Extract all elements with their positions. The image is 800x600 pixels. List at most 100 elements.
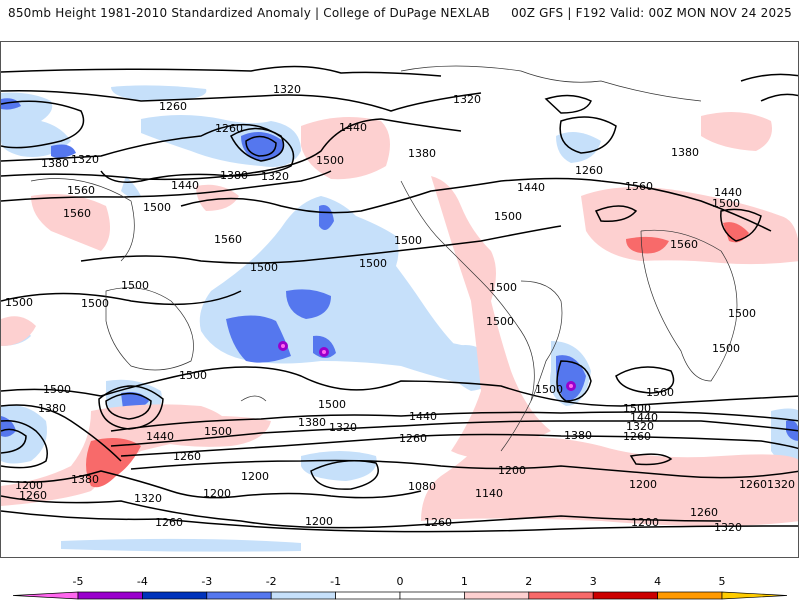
- colorbar-tick-label: 4: [654, 575, 661, 588]
- neg-anomaly-region: [313, 335, 336, 358]
- coastline: [520, 280, 563, 402]
- contour-line: [1, 366, 798, 407]
- pos-anomaly-region: [196, 184, 239, 211]
- colorbar-bin: [77, 591, 143, 600]
- contour-label: 1560: [625, 180, 653, 193]
- colorbar-extend-high: [721, 591, 788, 600]
- contour-label: 1260: [575, 164, 603, 177]
- contour-label: 1200: [629, 478, 657, 491]
- contour-label: 1500: [179, 369, 207, 382]
- contour-label: 1260: [173, 450, 201, 463]
- colorbar-extend-low: [12, 591, 79, 600]
- neg-anomaly-region: [51, 144, 76, 158]
- contour-line: [110, 420, 798, 447]
- contour-label: 1200: [305, 515, 333, 528]
- colorbar-tick-label: -1: [330, 575, 341, 588]
- colorbar-tick-label: 3: [590, 575, 597, 588]
- contour-label: 1440: [146, 430, 174, 443]
- contour-label: 1320: [71, 153, 99, 166]
- coastlines: [30, 65, 738, 452]
- coastline: [640, 229, 738, 382]
- neg-anomaly-region: [121, 176, 141, 198]
- contour-label: 1320: [273, 83, 301, 96]
- pos-anomaly-region: [626, 236, 669, 254]
- pos-anomaly-region: [301, 117, 390, 180]
- contour-label: 1320: [453, 93, 481, 106]
- contour-line: [740, 73, 798, 102]
- pos-anomaly-region: [421, 437, 798, 526]
- contour-line: [1, 118, 462, 181]
- contour-label: 1380: [671, 146, 699, 159]
- contour-label: 1440: [171, 179, 199, 192]
- contour-line: [594, 205, 638, 223]
- colorbar-bin: [206, 591, 272, 600]
- contour-label: 1320: [626, 420, 654, 433]
- contour-label: 1500: [728, 307, 756, 320]
- pos-anomaly-region: [31, 193, 110, 251]
- contour-label: 1200: [203, 487, 231, 500]
- neg-anomaly-region: [556, 132, 601, 163]
- contour-line: [310, 460, 379, 490]
- neg-anomaly-region: [301, 451, 377, 481]
- model-run-info: 00Z GFS | F192 Valid: 00Z MON NOV 24 202…: [511, 6, 792, 20]
- colorbar-bin: [657, 591, 723, 600]
- contour-label: 1080: [408, 480, 436, 493]
- contour-label: 1260: [155, 516, 183, 529]
- contour-line: [1, 65, 442, 77]
- height-contours: [1, 65, 798, 533]
- contour-label: 1260: [739, 478, 767, 491]
- coastline: [30, 178, 135, 262]
- contour-label: 1560: [67, 184, 95, 197]
- contour-line: [1, 89, 482, 112]
- contour-line: [130, 459, 798, 479]
- contour-label: 1200: [15, 479, 43, 492]
- contour-label: 1380: [71, 473, 99, 486]
- contour-line: [120, 433, 798, 457]
- contour-labels: 1320 1260 1380 1320 1260 1380 1320 1440 …: [5, 83, 795, 534]
- contour-label: 1500: [535, 383, 563, 396]
- contour-label: 1380: [564, 429, 592, 442]
- contour-label: 1260: [623, 430, 651, 443]
- contour-label: 1500: [250, 261, 278, 274]
- colorbar-bin: [270, 591, 336, 600]
- pos-anomaly-region: [431, 176, 551, 458]
- contour-line: [720, 208, 762, 242]
- contour-line: [1, 404, 122, 462]
- neg-anomaly-core: [281, 344, 285, 348]
- colorbar-tick-label: 5: [719, 575, 726, 588]
- contour-line: [1, 419, 48, 469]
- contour-label: 1500: [121, 279, 149, 292]
- contour-label: 1500: [143, 201, 171, 214]
- contour-line: [98, 385, 164, 430]
- contour-label: 1200: [498, 464, 526, 477]
- contour-line: [615, 366, 675, 394]
- contour-label: 1500: [489, 281, 517, 294]
- neg-anomaly-region: [286, 289, 331, 319]
- contour-label: 1500: [394, 234, 422, 247]
- contour-label: 1260: [159, 100, 187, 113]
- contour-label: 1500: [486, 315, 514, 328]
- colorbar-tick-label: -5: [73, 575, 84, 588]
- contour-line: [1, 290, 242, 306]
- contour-label: 1500: [43, 383, 71, 396]
- colorbar-bin: [528, 591, 594, 600]
- contour-label: 1320: [134, 492, 162, 505]
- neg-anomaly-core: [569, 384, 573, 388]
- colorbar-tick-label: -4: [137, 575, 148, 588]
- contour-label: 1500: [623, 402, 651, 415]
- contour-label: 1140: [475, 487, 503, 500]
- contour-label: 1260: [399, 432, 427, 445]
- contour-label: 1380: [298, 416, 326, 429]
- contour-label: 1260: [424, 516, 452, 529]
- chart-title: 850mb Height 1981-2010 Standardized Anom…: [8, 6, 490, 20]
- contour-label: 1500: [204, 425, 232, 438]
- pos-anomaly-region: [1, 316, 36, 346]
- contour-label: 1200: [241, 470, 269, 483]
- contour-label: 1500: [316, 154, 344, 167]
- contour-label: 1260: [19, 489, 47, 502]
- contour-label: 1500: [5, 296, 33, 309]
- contour-label: 1380: [408, 147, 436, 160]
- contour-label: 1440: [339, 121, 367, 134]
- contour-line: [1, 495, 722, 529]
- contour-label: 1500: [712, 197, 740, 210]
